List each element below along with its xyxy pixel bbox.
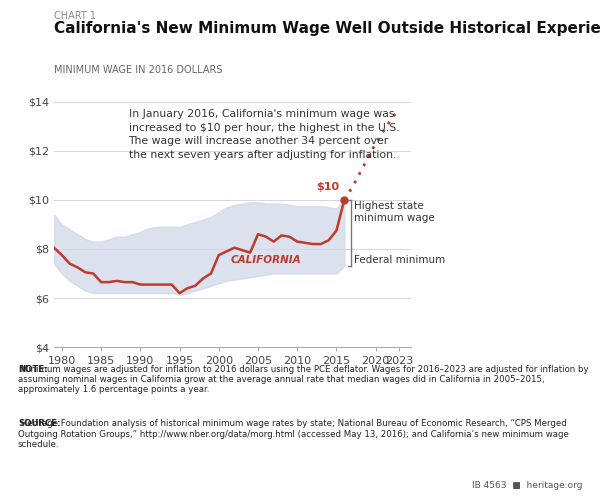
Text: Minimum wages are adjusted for inflation to 2016 dollars using the PCE deflator.: Minimum wages are adjusted for inflation…	[18, 365, 589, 394]
Text: CHART 1: CHART 1	[54, 11, 96, 21]
Text: SOURCE:: SOURCE:	[18, 419, 61, 428]
Text: CALIFORNIA: CALIFORNIA	[230, 255, 301, 265]
Text: California's New Minimum Wage Well Outside Historical Experience: California's New Minimum Wage Well Outsi…	[54, 21, 600, 36]
Text: In January 2016, California's minimum wage was
increased to $10 per hour, the hi: In January 2016, California's minimum wa…	[128, 109, 399, 160]
Text: $10: $10	[316, 183, 340, 192]
Text: NOTE:: NOTE:	[18, 365, 47, 373]
Text: MINIMUM WAGE IN 2016 DOLLARS: MINIMUM WAGE IN 2016 DOLLARS	[54, 65, 223, 75]
Text: IB 4563  ■  heritage.org: IB 4563 ■ heritage.org	[472, 481, 582, 490]
Text: Highest state
minimum wage: Highest state minimum wage	[354, 201, 434, 223]
Text: Heritage Foundation analysis of historical minimum wage rates by state; National: Heritage Foundation analysis of historic…	[18, 419, 569, 449]
Text: Federal minimum: Federal minimum	[354, 255, 445, 265]
